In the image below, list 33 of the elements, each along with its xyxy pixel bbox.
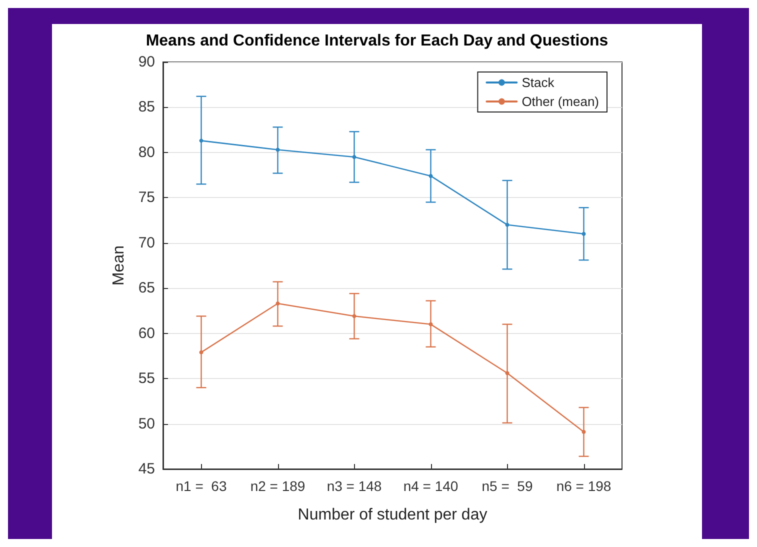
y-tick-label: 55	[138, 370, 155, 388]
point	[199, 138, 204, 143]
y-tick-label: 45	[138, 460, 155, 478]
x-tick-label: n3 = 148	[326, 478, 382, 494]
x-tick-label: n1 = 63	[176, 478, 227, 494]
x-axis-title: Number of student per day	[298, 506, 488, 524]
point	[505, 222, 510, 227]
y-tick-label: 65	[138, 280, 155, 297]
legend-label: Other (mean)	[522, 94, 600, 109]
point	[276, 148, 280, 152]
point	[199, 350, 204, 354]
y-tick-label: 70	[138, 234, 155, 252]
point	[428, 322, 433, 326]
x-tick-label: n2 = 189	[250, 478, 306, 494]
x-tick-label: n5 = 59	[482, 478, 533, 494]
point	[428, 174, 433, 178]
point	[582, 430, 586, 434]
y-tick-label: 90	[138, 54, 155, 70]
point	[352, 314, 356, 318]
y-tick-label: 75	[138, 189, 155, 206]
y-tick-label: 60	[138, 324, 155, 342]
x-tick-label: n6 = 198	[556, 478, 612, 494]
point	[582, 232, 586, 236]
legend-label: Stack	[522, 75, 555, 90]
y-axis-title: Mean	[110, 245, 128, 286]
chart-title: Means and Confidence Intervals for Each Day and Questions	[146, 32, 608, 50]
x-tick-label: n4 = 140	[403, 478, 458, 494]
point	[505, 371, 510, 376]
y-tick-label: 50	[138, 415, 155, 432]
y-tick-label: 80	[138, 144, 155, 161]
point	[276, 301, 280, 306]
y-tick-label: 85	[138, 98, 155, 116]
point	[352, 154, 356, 159]
